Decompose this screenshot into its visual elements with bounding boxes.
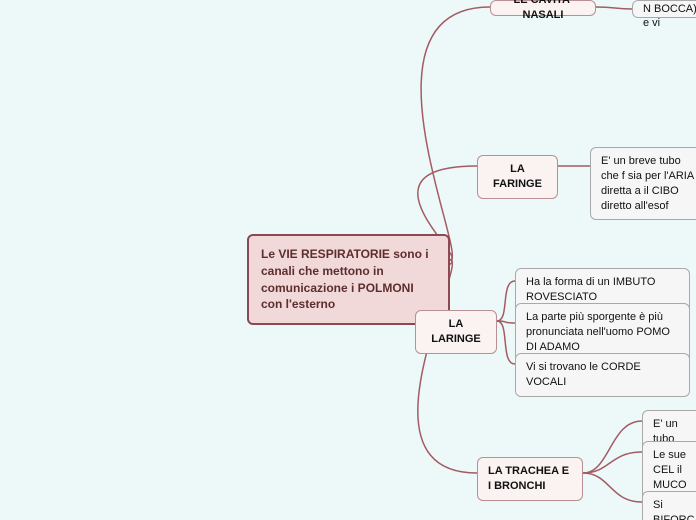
- branch-label: LA TRACHEA E I BRONCHI: [488, 464, 572, 494]
- root-text: Le VIE RESPIRATORIE sono i canali che me…: [261, 246, 436, 313]
- leaf-text: Le sue CEL il MUCO: [653, 448, 696, 493]
- leaf-laringe-3[interactable]: Vi si trovano le CORDE VOCALI: [515, 353, 690, 397]
- leaf-trachea-3[interactable]: Si BIFORCA e sinistro c: [642, 491, 696, 520]
- branch-laringe[interactable]: LA LARINGE: [415, 310, 497, 354]
- leaf-faringe-1[interactable]: E' un breve tubo che f sia per l'ARIA di…: [590, 147, 696, 220]
- leaf-text: La parte più sporgente è più pronunciata…: [526, 310, 679, 355]
- leaf-text: Vi si trovano le CORDE VOCALI: [526, 360, 679, 390]
- branch-cavita-nasali[interactable]: LE CAVITA' NASALI: [490, 0, 596, 16]
- leaf-text: Ha la forma di un IMBUTO ROVESCIATO: [526, 275, 679, 305]
- branch-trachea-bronchi[interactable]: LA TRACHEA E I BRONCHI: [477, 457, 583, 501]
- branch-label: LA FARINGE: [488, 162, 547, 192]
- branch-label: LE CAVITA' NASALI: [501, 0, 585, 23]
- branch-label: LA LARINGE: [426, 317, 486, 347]
- leaf-text: E' un breve tubo che f sia per l'ARIA di…: [601, 154, 696, 213]
- leaf-cavita-1[interactable]: NARICI del N BOCCA) e vi: [632, 0, 696, 18]
- leaf-text: Si BIFORCA e sinistro c: [653, 498, 696, 520]
- branch-faringe[interactable]: LA FARINGE: [477, 155, 558, 199]
- leaf-text: NARICI del N BOCCA) e vi: [643, 0, 696, 31]
